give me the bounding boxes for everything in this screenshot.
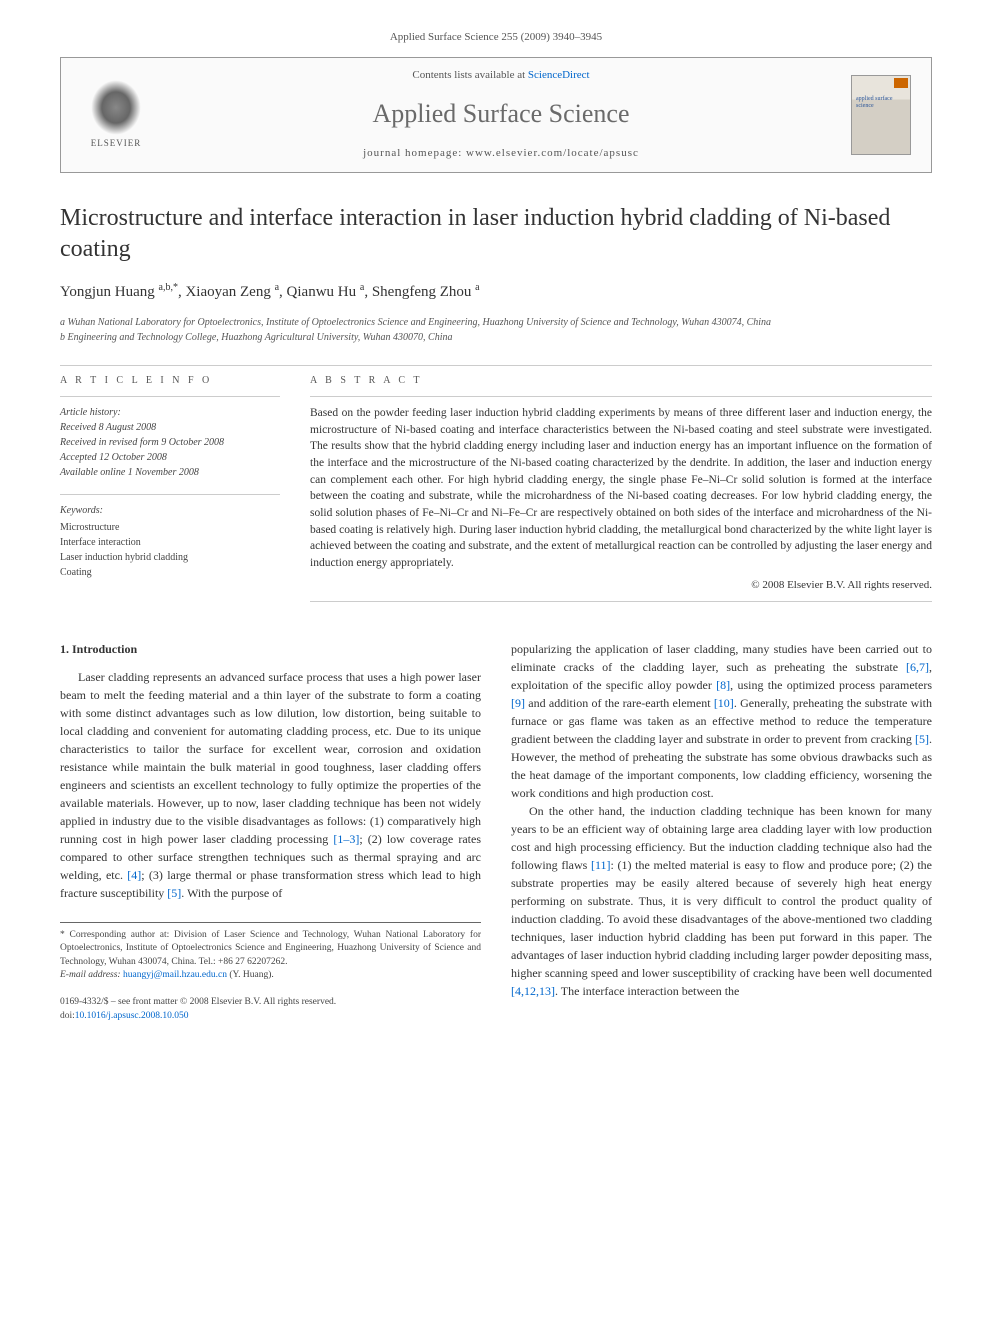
section-number: 1. (60, 642, 69, 656)
body-col-right: popularizing the application of laser cl… (511, 640, 932, 1023)
page-container: Applied Surface Science 255 (2009) 3940–… (0, 0, 992, 1063)
ref-link[interactable]: [4,12,13] (511, 984, 555, 998)
divider (60, 494, 280, 495)
keyword: Interface interaction (60, 535, 280, 550)
corresponding-author-note: * Corresponding author at: Division of L… (60, 929, 481, 969)
body-col-left: 1. Introduction Laser cladding represent… (60, 640, 481, 1023)
body-paragraph: Laser cladding represents an advanced su… (60, 668, 481, 902)
keywords-block: Keywords: Microstructure Interface inter… (60, 503, 280, 580)
contents-prefix: Contents lists available at (412, 69, 527, 81)
article-info-col: A R T I C L E I N F O Article history: R… (60, 374, 280, 610)
ref-link[interactable]: [5] (167, 886, 181, 900)
divider (310, 601, 932, 602)
article-history: Article history: Received 8 August 2008 … (60, 405, 280, 480)
journal-name: Applied Surface Science (151, 96, 851, 132)
section-title: Introduction (72, 642, 137, 656)
ref-link[interactable]: [9] (511, 696, 525, 710)
doi-prefix: doi: (60, 1011, 75, 1021)
email-suffix: (Y. Huang). (227, 970, 274, 980)
history-item: Accepted 12 October 2008 (60, 450, 280, 465)
doi-line: doi:10.1016/j.apsusc.2008.10.050 (60, 1010, 481, 1023)
divider (60, 396, 280, 397)
affiliation-b: b Engineering and Technology College, Hu… (60, 330, 932, 345)
abstract-text: Based on the powder feeding laser induct… (310, 405, 932, 572)
email-line: E-mail address: huangyj@mail.hzau.edu.cn… (60, 969, 481, 982)
doi-link[interactable]: 10.1016/j.apsusc.2008.10.050 (75, 1011, 189, 1021)
footnotes: * Corresponding author at: Division of L… (60, 922, 481, 982)
divider (310, 396, 932, 397)
ref-link[interactable]: [11] (591, 858, 611, 872)
cover-accent (894, 78, 908, 88)
homepage-prefix: journal homepage: (363, 147, 466, 159)
history-item: Received in revised form 9 October 2008 (60, 435, 280, 450)
keyword: Microstructure (60, 520, 280, 535)
journal-homepage: journal homepage: www.elsevier.com/locat… (151, 146, 851, 161)
footer-block: 0169-4332/$ – see front matter © 2008 El… (60, 996, 481, 1023)
affiliations: a Wuhan National Laboratory for Optoelec… (60, 315, 932, 345)
ref-link[interactable]: [10] (714, 696, 734, 710)
cover-text: applied surface science (856, 96, 910, 109)
journal-header-center: Contents lists available at ScienceDirec… (151, 68, 851, 161)
keywords-label: Keywords: (60, 503, 280, 518)
issn-line: 0169-4332/$ – see front matter © 2008 El… (60, 996, 481, 1009)
elsevier-label: ELSEVIER (91, 137, 142, 150)
homepage-url: www.elsevier.com/locate/apsusc (466, 147, 639, 159)
divider (60, 365, 932, 366)
journal-cover-thumb: applied surface science (851, 75, 911, 155)
keyword: Coating (60, 565, 280, 580)
history-item: Received 8 August 2008 (60, 420, 280, 435)
elsevier-tree-icon (91, 80, 141, 135)
body-columns: 1. Introduction Laser cladding represent… (60, 640, 932, 1023)
sciencedirect-link[interactable]: ScienceDirect (528, 69, 590, 81)
body-paragraph: On the other hand, the induction claddin… (511, 802, 932, 1000)
elsevier-logo: ELSEVIER (81, 75, 151, 155)
article-title: Microstructure and interface interaction… (60, 203, 932, 265)
ref-link[interactable]: [8] (716, 678, 730, 692)
section-heading: 1. Introduction (60, 640, 481, 658)
ref-link[interactable]: [4] (127, 868, 141, 882)
journal-header: ELSEVIER Contents lists available at Sci… (60, 57, 932, 172)
authors-line: Yongjun Huang a,b,*, Xiaoyan Zeng a, Qia… (60, 281, 932, 303)
keyword: Laser induction hybrid cladding (60, 550, 280, 565)
email-label: E-mail address: (60, 970, 123, 980)
history-item: Available online 1 November 2008 (60, 465, 280, 480)
info-abstract-row: A R T I C L E I N F O Article history: R… (60, 374, 932, 610)
abstract-label: A B S T R A C T (310, 374, 932, 388)
abstract-copyright: © 2008 Elsevier B.V. All rights reserved… (310, 578, 932, 593)
body-paragraph: popularizing the application of laser cl… (511, 640, 932, 802)
ref-link[interactable]: [1–3] (333, 832, 359, 846)
email-link[interactable]: huangyj@mail.hzau.edu.cn (123, 970, 227, 980)
affiliation-a: a Wuhan National Laboratory for Optoelec… (60, 315, 932, 330)
abstract-col: A B S T R A C T Based on the powder feed… (310, 374, 932, 610)
article-info-label: A R T I C L E I N F O (60, 374, 280, 388)
citation-line: Applied Surface Science 255 (2009) 3940–… (60, 30, 932, 45)
ref-link[interactable]: [5] (915, 732, 929, 746)
history-label: Article history: (60, 405, 280, 420)
contents-available-line: Contents lists available at ScienceDirec… (151, 68, 851, 83)
ref-link[interactable]: [6,7] (906, 660, 929, 674)
